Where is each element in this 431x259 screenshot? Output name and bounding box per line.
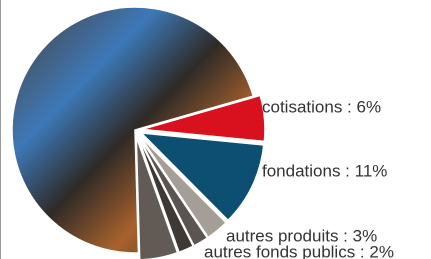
slice-label: autres fonds publics : 2% [204, 242, 394, 259]
slice-label: fondations : 11% [262, 161, 387, 180]
slice-label: cotisations : 6% [262, 97, 381, 116]
chart: cotisations : 6%fondations : 11%autres p… [0, 0, 431, 259]
